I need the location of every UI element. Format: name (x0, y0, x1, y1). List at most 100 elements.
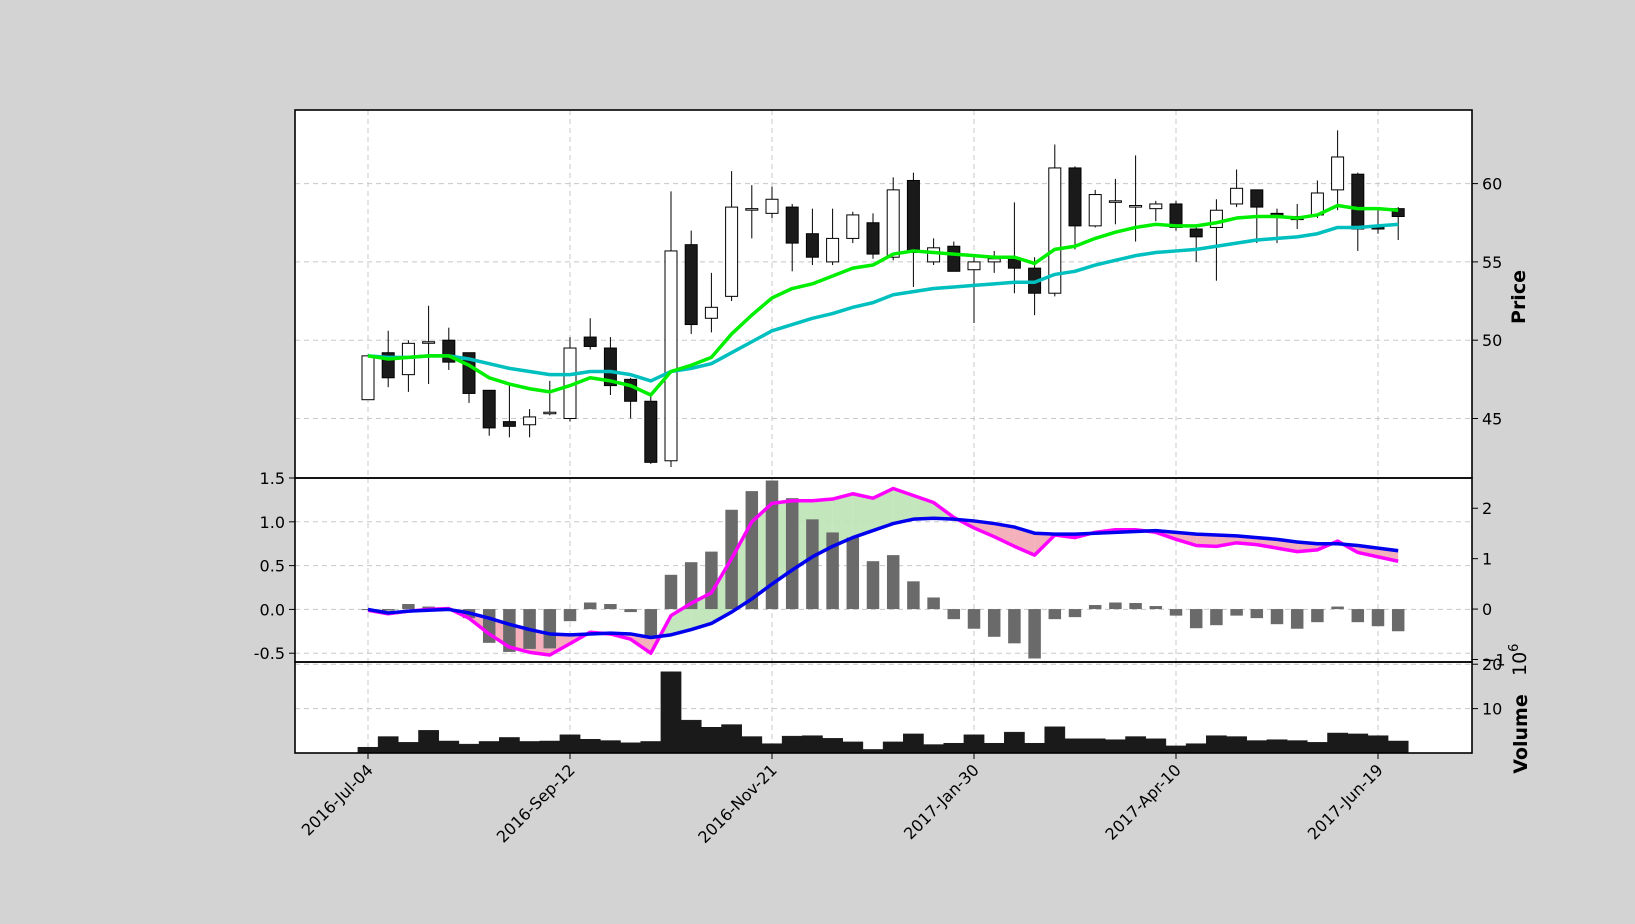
volume-bar (418, 730, 439, 754)
volume-bar (377, 736, 399, 754)
candle-body (422, 341, 436, 344)
macd-histogram-bar (1169, 609, 1183, 616)
macd-fill-segment (893, 488, 914, 524)
candle-body (987, 258, 1001, 263)
macd-right-tick-label: 2 (1482, 499, 1492, 518)
macd-fill-segment (852, 493, 873, 538)
volume-bar (741, 736, 763, 754)
candle-body (1108, 200, 1122, 203)
candle-body (785, 206, 799, 244)
macd-fill-segment (671, 603, 692, 635)
candle-body (745, 208, 759, 211)
candle-body (361, 355, 375, 401)
macd-left-tick-label: -0.5 (254, 644, 285, 663)
candle-body (664, 250, 678, 462)
volume-bar (1105, 739, 1126, 754)
volume-bar (1185, 743, 1207, 754)
volume-bar (398, 742, 419, 754)
candle-body (502, 421, 516, 427)
grid-lines (295, 110, 1472, 753)
volume-bar (438, 740, 460, 754)
candle-body (866, 222, 880, 255)
macd-histogram-bar (1391, 609, 1405, 632)
volume-bar (660, 671, 682, 754)
volume-bar (1004, 731, 1025, 754)
macd-histogram-bar (583, 602, 597, 610)
candle-body (725, 206, 739, 297)
macd-left-tick-label: 1.0 (260, 513, 285, 532)
macd-histogram-bar (402, 604, 415, 610)
volume-bars (357, 671, 1409, 754)
macd-histogram-bar (886, 555, 900, 610)
volume-bar (579, 738, 601, 754)
macd-histogram-bar (866, 561, 880, 610)
volume-bar (600, 740, 621, 754)
candle-body (482, 389, 496, 429)
volume-bar (781, 735, 803, 754)
macd-histogram-bar (907, 581, 920, 610)
macd-histogram-bar (947, 609, 961, 620)
volume-panel-background (295, 662, 1472, 753)
volume-bar (1246, 740, 1268, 754)
volume-bar (1327, 732, 1348, 754)
price-y-tick-label: 60 (1482, 175, 1502, 194)
volume-bar (802, 735, 823, 754)
volume-bar (1064, 738, 1086, 754)
candle-body (543, 411, 557, 415)
volume-bar (923, 744, 944, 754)
macd-left-tick-label: 0.5 (260, 557, 285, 576)
macd-histogram-bar (765, 480, 779, 610)
volume-bar (1165, 745, 1187, 754)
price-panel-background (295, 110, 1472, 478)
volume-panel-border (294, 661, 1473, 754)
candle-body (583, 336, 597, 347)
macd-histogram-bar (1290, 609, 1304, 629)
candle-body (684, 244, 698, 326)
macd-histogram-bar (1028, 609, 1041, 659)
moving-average-fast-line (367, 203, 1399, 397)
candle-body (1189, 228, 1203, 238)
candle-body (967, 261, 981, 271)
macd-histogram-bar (684, 562, 698, 610)
macd-right-tick-label: −1 (1482, 650, 1506, 669)
volume-bar (721, 724, 742, 754)
candle-body (1149, 203, 1163, 210)
volume-bar (357, 746, 379, 754)
volume-bar (680, 719, 702, 754)
volume-bar (539, 740, 561, 754)
macd-right-tick-label: 0 (1482, 600, 1492, 619)
macd-left-tick-label: 1.5 (260, 469, 285, 488)
macd-histogram-bar (785, 498, 799, 610)
price-y-tick-label: 55 (1482, 253, 1502, 272)
macd-histogram-bar (705, 551, 718, 610)
candle-body (886, 189, 900, 258)
candle-body (644, 400, 658, 463)
macd-fill-segment (1196, 534, 1217, 547)
volume-bar (499, 737, 520, 754)
macd-histogram-bar (1149, 606, 1163, 610)
price-y-tick-label: 50 (1482, 331, 1502, 350)
volume-bar (1286, 740, 1308, 754)
volume-bar (842, 741, 864, 754)
macd-histogram-bar (543, 609, 557, 649)
macd-histogram-bar (1129, 603, 1142, 610)
volume-bar (1307, 742, 1328, 754)
volume-bar (983, 742, 1005, 754)
volume-bar (761, 743, 783, 754)
candle-body (927, 247, 941, 263)
macd-histogram-bar (967, 609, 981, 629)
volume-bar (963, 734, 985, 754)
macd-signal-line (367, 486, 1399, 657)
macd-histogram-bar (1068, 609, 1082, 618)
volume-bar (559, 734, 581, 754)
candle-body (624, 378, 638, 402)
volume-bar (701, 727, 722, 754)
macd-histogram-bar (381, 609, 395, 611)
volume-bar (620, 742, 641, 754)
volume-bar (1206, 735, 1227, 754)
candle-body (1351, 173, 1365, 230)
macd-histogram-bar (1189, 609, 1203, 629)
moving-average-slow-line (367, 222, 1399, 383)
macd-histogram-bar (745, 491, 759, 610)
candle-body (1068, 167, 1082, 227)
